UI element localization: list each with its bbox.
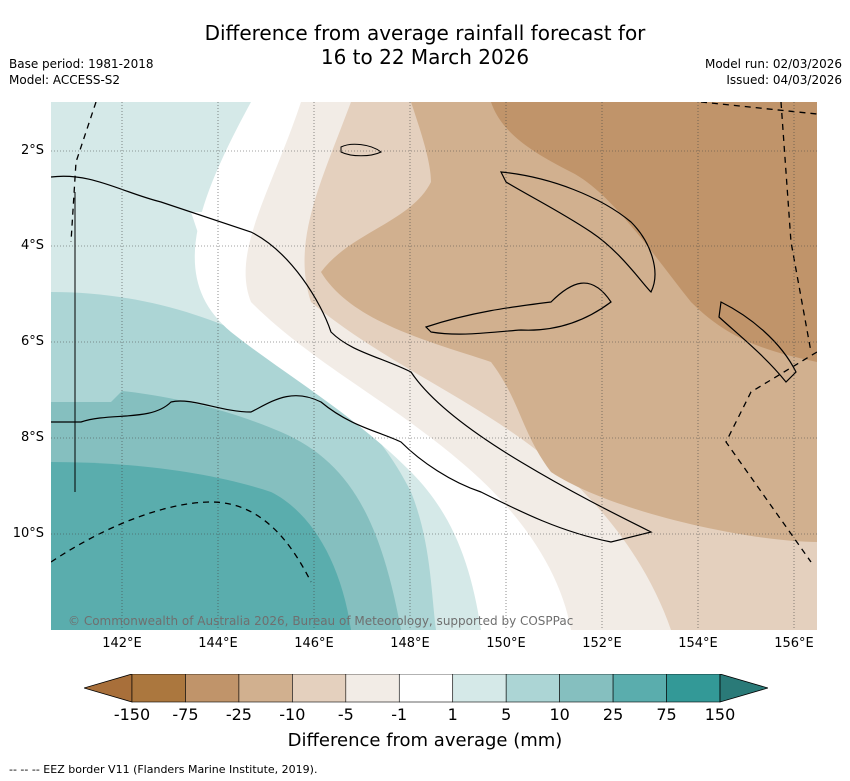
colorbar-bin (398, 674, 454, 703)
lon-label: 152°E (582, 636, 622, 651)
colorbar-bin (131, 674, 186, 703)
lon-label: 156°E (774, 636, 814, 651)
lat-label: 2°S (20, 143, 44, 158)
colorbar-tick-label: 150 (704, 705, 736, 724)
lon-label: 146°E (294, 636, 334, 651)
colorbar-tick-label: -1 (391, 705, 408, 724)
colorbar (84, 674, 768, 703)
coastline-new-ireland (499, 171, 656, 294)
colorbar-bin (559, 674, 614, 703)
eez-legend-note: -- -- -- EEZ border V11 (Flanders Marine… (9, 763, 318, 776)
base-period: Base period: 1981-2018 (9, 57, 154, 71)
colorbar-bin (666, 674, 721, 703)
lon-label: 142°E (102, 636, 142, 651)
colorbar-bin (238, 674, 293, 703)
meta-left: Base period: 1981-2018 Model: ACCESS-S2 (9, 56, 154, 88)
colorbar-tick-label: 25 (602, 705, 624, 724)
eez-border-line (700, 102, 817, 115)
colorbar-tick-label: -75 (172, 705, 199, 724)
colorbar-tick-label: 10 (549, 705, 570, 724)
colorbar-tick-label: -5 (337, 705, 354, 724)
lat-label: 4°S (20, 238, 44, 253)
coastline-new-britain (424, 282, 612, 335)
lon-label: 148°E (390, 636, 430, 651)
colorbar-bin (505, 674, 560, 703)
colorbar-bin (345, 674, 400, 703)
lat-label: 8°S (20, 430, 44, 445)
colorbar-bin (612, 674, 667, 703)
eez-border-line (51, 501, 312, 583)
meta-right: Model run: 02/03/2026 Issued: 04/03/2026 (705, 56, 842, 88)
lon-label: 144°E (198, 636, 238, 651)
issued-date: Issued: 04/03/2026 (726, 73, 842, 87)
model-name: Model: ACCESS-S2 (9, 73, 121, 87)
map-title-line1: Difference from average rainfall forecas… (204, 21, 646, 45)
lon-label: 154°E (678, 636, 718, 651)
eez-border-line (780, 102, 812, 353)
colorbar-tick-label: 75 (656, 705, 677, 724)
colorbar-extend-low (84, 674, 133, 703)
colorbar-bin (292, 674, 347, 703)
colorbar-bin (452, 674, 507, 703)
colorbar-tick-label: 5 (501, 705, 512, 724)
coastline-bougainville (718, 301, 797, 383)
colorbar-tick-label: -10 (279, 705, 306, 724)
model-run: Model run: 02/03/2026 (704, 57, 842, 71)
lat-label: 10°S (12, 526, 44, 541)
eez-border-line (725, 351, 817, 563)
colorbar-bin (185, 674, 240, 703)
zone-dark-brown (491, 102, 817, 362)
zone-mid-teal-strip (51, 362, 141, 402)
map-title-line2: 16 to 22 March 2026 (320, 45, 530, 69)
colorbar-tick-label: -25 (225, 705, 252, 724)
colorbar-tick-label: -150 (113, 705, 151, 724)
coastline-manus (340, 143, 382, 157)
colorbar-title: Difference from average (mm) (287, 730, 563, 751)
zone-dark-teal (51, 462, 351, 630)
lon-label: 150°E (486, 636, 526, 651)
colorbar-tick-label: 1 (447, 705, 458, 724)
rainfall-map (51, 102, 817, 630)
graticule (51, 102, 817, 630)
colorbar-extend-high (719, 674, 768, 703)
copyright-notice: © Commonwealth of Australia 2026, Bureau… (68, 614, 574, 628)
coastline-new-guinea (51, 175, 653, 543)
lat-label: 6°S (20, 334, 44, 349)
